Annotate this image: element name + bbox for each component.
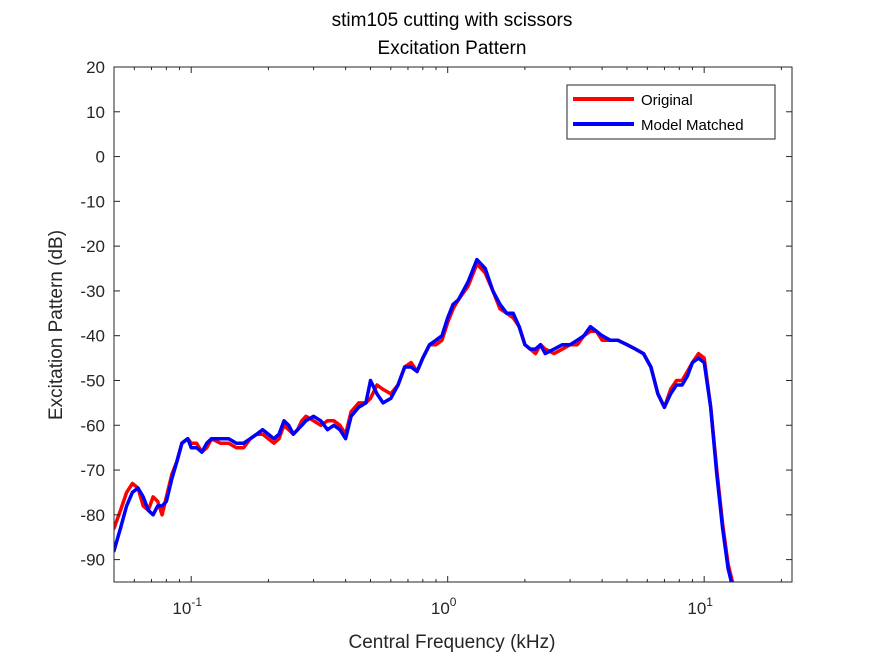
series-line-model-matched: [114, 257, 734, 582]
plot-area: [114, 67, 792, 582]
legend-label-original: Original: [641, 92, 693, 109]
legend-label-model-matched: Model Matched: [641, 117, 744, 134]
x-tick-label: 100: [431, 595, 457, 618]
y-tick-label: 0: [96, 148, 105, 167]
y-tick-label: -80: [80, 506, 105, 525]
x-tick-label: 10-1: [172, 595, 202, 618]
chart-title: stim105 cutting with scissors: [332, 10, 573, 31]
legend-box: [566, 84, 776, 140]
y-axis-label: Excitation Pattern (dB): [46, 230, 67, 420]
y-tick-label: -50: [80, 371, 105, 390]
series-layer: [114, 257, 735, 582]
chart-subtitle: Excitation Pattern: [378, 38, 527, 59]
y-tick-label: -70: [80, 461, 105, 480]
y-tick-label: -60: [80, 416, 105, 435]
y-tick-label: -10: [80, 192, 105, 211]
y-tick-label: -40: [80, 327, 105, 346]
x-axis: 10-1 100 101: [113, 67, 782, 618]
legend: Original Model Matched: [566, 84, 776, 140]
x-axis-label: Central Frequency (kHz): [349, 632, 556, 653]
y-axis: 20 10 0 -10 -20 -30 -40 -50 -60 -70 -80 -90: [80, 58, 792, 570]
x-tick-label: 101: [687, 595, 713, 618]
y-tick-label: 10: [86, 103, 105, 122]
axes-box: [113, 66, 793, 583]
y-tick-label: 20: [86, 58, 105, 77]
y-tick-label: -20: [80, 237, 105, 256]
y-tick-label: -30: [80, 282, 105, 301]
y-tick-label: -90: [80, 551, 105, 570]
